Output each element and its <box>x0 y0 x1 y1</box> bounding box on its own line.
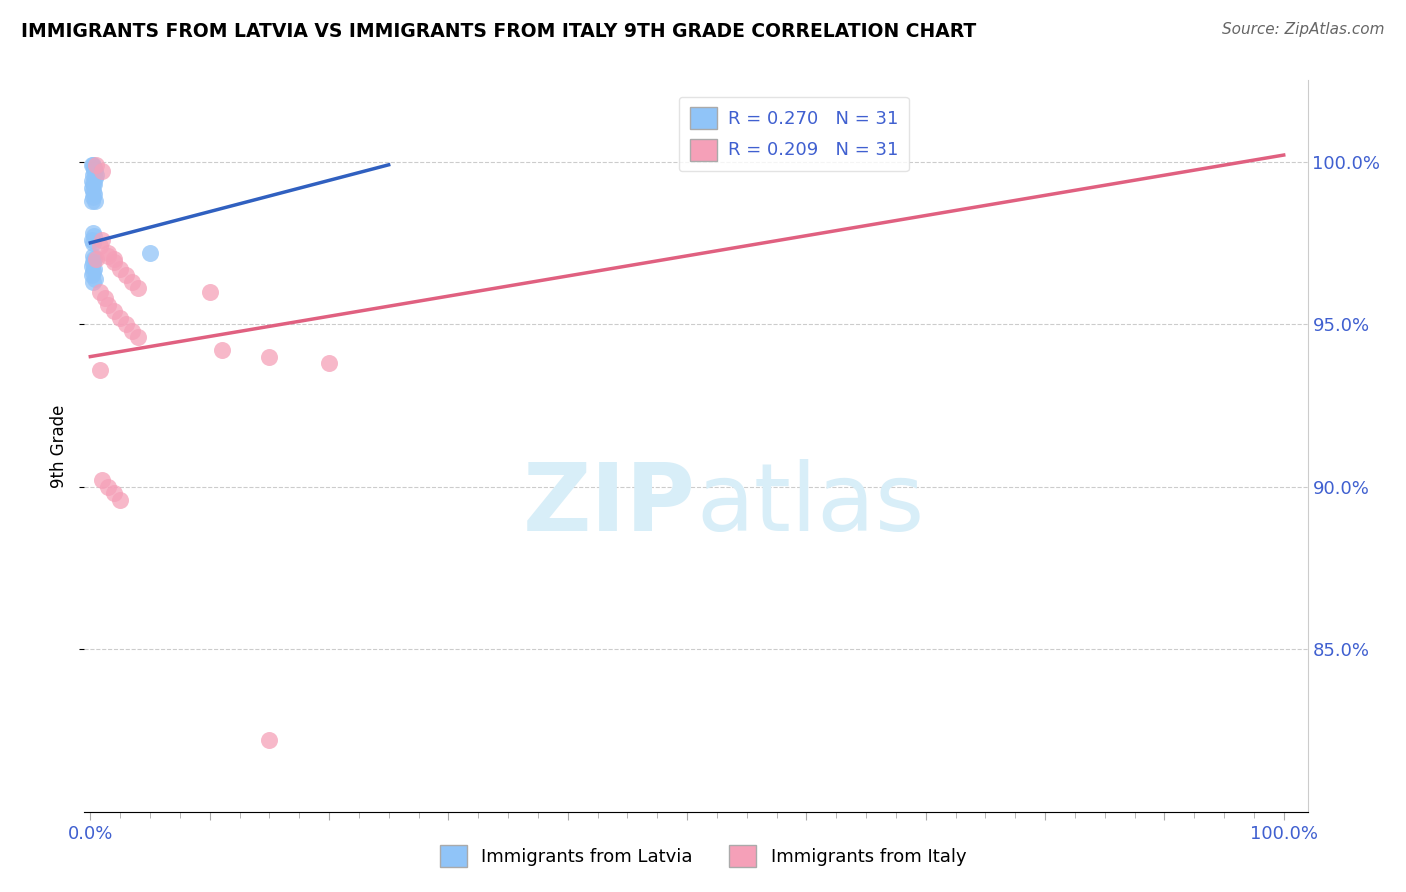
Point <box>82 184 104 198</box>
Point <box>121 275 143 289</box>
Point <box>80 158 103 172</box>
Point <box>82 249 104 263</box>
Point <box>259 350 281 364</box>
Point <box>83 229 105 244</box>
Point <box>97 297 120 311</box>
Point <box>80 180 103 194</box>
Point <box>198 285 221 299</box>
Point <box>108 492 131 507</box>
Point <box>84 170 107 185</box>
Text: Source: ZipAtlas.com: Source: ZipAtlas.com <box>1222 22 1385 37</box>
Text: ZIP: ZIP <box>523 458 696 550</box>
Point <box>121 324 143 338</box>
Point <box>82 235 104 250</box>
Point <box>80 259 103 273</box>
Point <box>127 330 149 344</box>
Point <box>84 158 107 172</box>
Point <box>84 164 107 178</box>
Point <box>83 178 105 192</box>
Point <box>318 356 340 370</box>
Point <box>211 343 233 357</box>
Point <box>80 233 103 247</box>
Point <box>259 733 281 747</box>
Point <box>89 362 111 376</box>
Point <box>80 194 103 208</box>
Point <box>108 310 131 325</box>
Point <box>82 178 104 192</box>
Point <box>83 161 105 175</box>
Point <box>89 239 111 253</box>
Point <box>91 233 114 247</box>
Point <box>84 168 107 182</box>
Point <box>97 249 120 263</box>
Point <box>83 164 105 178</box>
Point <box>97 245 120 260</box>
Point <box>83 252 105 266</box>
Point <box>91 473 114 487</box>
Point <box>103 255 125 269</box>
Point <box>82 226 104 240</box>
Legend: R = 0.270   N = 31, R = 0.209   N = 31: R = 0.270 N = 31, R = 0.209 N = 31 <box>679 96 908 171</box>
Point <box>115 317 138 331</box>
Point <box>82 255 104 269</box>
Point <box>80 174 103 188</box>
Point <box>91 164 114 178</box>
Point <box>115 268 138 283</box>
Y-axis label: 9th Grade: 9th Grade <box>49 404 67 488</box>
Point <box>103 304 125 318</box>
Text: atlas: atlas <box>696 458 924 550</box>
Point <box>83 261 105 276</box>
Point <box>139 245 162 260</box>
Point <box>82 275 104 289</box>
Point <box>103 486 125 500</box>
Point <box>84 271 107 285</box>
Legend: Immigrants from Latvia, Immigrants from Italy: Immigrants from Latvia, Immigrants from … <box>433 838 973 874</box>
Point <box>82 190 104 204</box>
Point <box>97 480 120 494</box>
Text: IMMIGRANTS FROM LATVIA VS IMMIGRANTS FROM ITALY 9TH GRADE CORRELATION CHART: IMMIGRANTS FROM LATVIA VS IMMIGRANTS FRO… <box>21 22 976 41</box>
Point <box>93 291 115 305</box>
Point <box>127 281 149 295</box>
Point <box>84 194 107 208</box>
Point <box>83 187 105 202</box>
Point <box>82 168 104 182</box>
Point <box>82 265 104 279</box>
Point <box>103 252 125 266</box>
Point <box>82 158 104 172</box>
Point <box>80 268 103 283</box>
Point <box>84 252 107 266</box>
Point <box>108 261 131 276</box>
Point <box>89 285 111 299</box>
